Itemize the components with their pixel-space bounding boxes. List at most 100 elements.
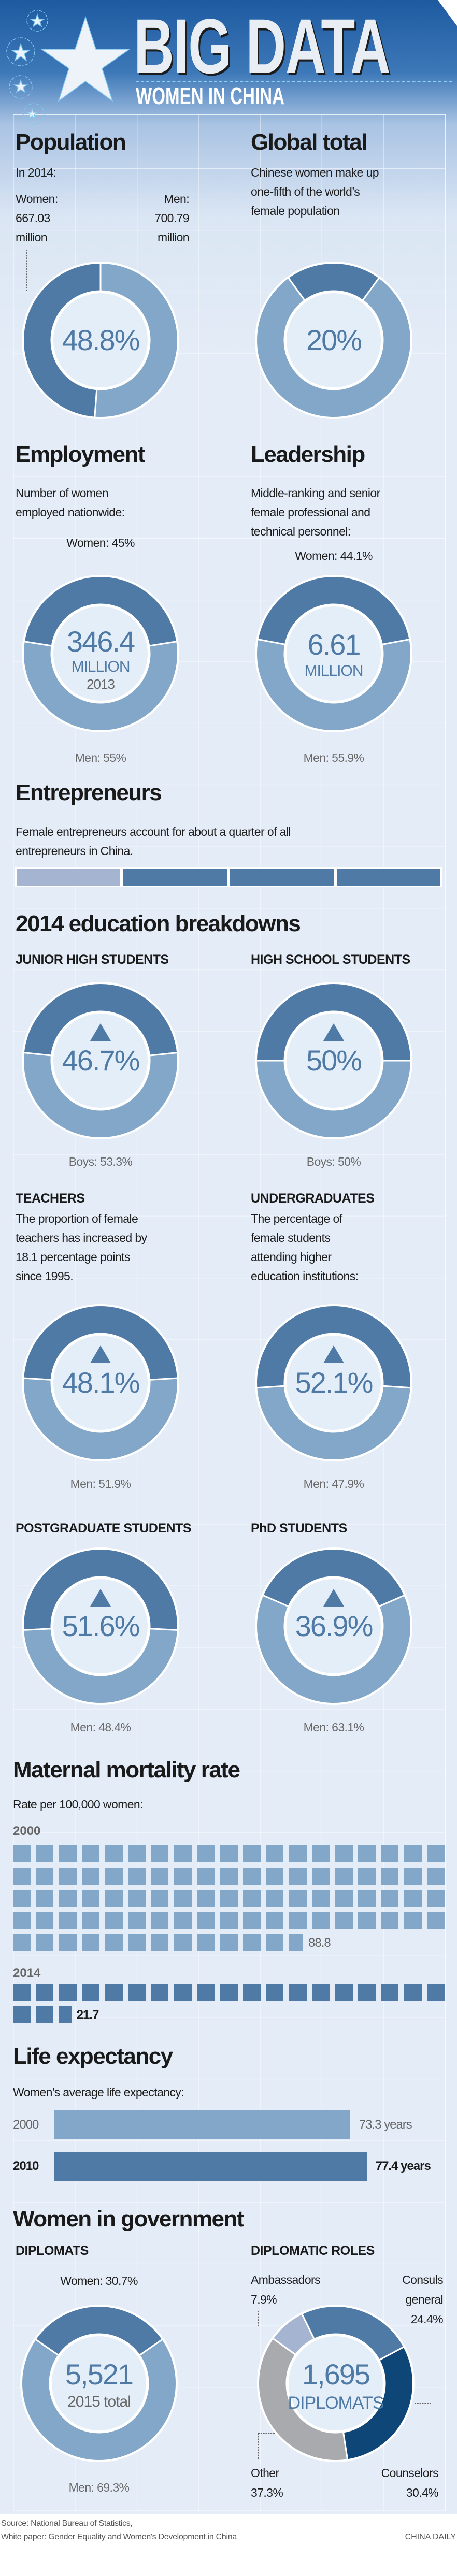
connector <box>415 2403 431 2457</box>
global-description: Chinese women make up one-fifth of the w… <box>251 163 379 221</box>
legend-name: Consuls <box>402 2273 444 2286</box>
unit-square <box>59 1984 77 2001</box>
life-value: 77.4 years <box>375 2159 431 2173</box>
education-other-share: Men: 48.4% <box>70 1720 131 1734</box>
unit-square <box>105 1934 123 1951</box>
legend-value: 30.4% <box>406 2486 439 2499</box>
unit-square <box>243 1845 261 1862</box>
unit-square <box>82 1984 100 2001</box>
up-triangle-icon <box>323 1589 344 1607</box>
unit-square <box>404 1845 422 1862</box>
donut-outline <box>255 982 412 1139</box>
education-donut: 46.7% <box>18 978 183 1144</box>
life-subtitle: Women's average life expectancy: <box>13 2086 184 2099</box>
unit-square <box>151 1868 169 1885</box>
unit-square <box>59 1912 77 1929</box>
donut-center <box>284 291 383 389</box>
unit-square <box>151 1912 169 1929</box>
label-ambassadors: Ambassadors 7.9% <box>251 2270 321 2309</box>
desc-line: entrepreneurs in China. <box>16 844 133 858</box>
unit-square <box>266 1868 284 1885</box>
legend-value: 24.4% <box>410 2312 444 2326</box>
unit-square <box>427 1912 445 1929</box>
unit-square <box>197 1845 215 1862</box>
education-desc-line: attending higher <box>251 1250 332 1264</box>
education-desc-line: The proportion of female <box>16 1212 138 1225</box>
global-heading: Global total <box>251 129 368 155</box>
donut-outline <box>255 1304 412 1461</box>
unit-square <box>128 1890 146 1907</box>
donut-outline <box>255 262 412 419</box>
education-desc-line: The percentage of <box>251 1212 342 1225</box>
desc-line: Number of women <box>16 486 109 500</box>
diplomats-women: Women: 30.7% <box>60 2274 138 2288</box>
unit-square <box>151 1984 169 2001</box>
donut-center <box>50 2334 148 2433</box>
donut-center <box>284 1011 383 1110</box>
up-triangle-icon <box>323 1023 344 1041</box>
star-logo-icon <box>6 10 131 125</box>
unit-square <box>174 1890 192 1907</box>
diplomats-donut: 5,521 2015 total <box>16 2300 182 2466</box>
education-desc-line: education institutions: <box>251 1269 359 1283</box>
male-segment <box>122 867 228 887</box>
donut-center <box>51 291 150 389</box>
unit-square <box>335 1868 353 1885</box>
unit-square <box>105 1890 123 1907</box>
employment-donut: 346.4 MILLION 2013 <box>18 571 183 736</box>
unit-square <box>381 1890 399 1907</box>
unit-square <box>243 1934 261 1951</box>
unit-square <box>174 1984 192 2001</box>
life-value: 73.3 years <box>359 2118 412 2132</box>
roles-title: DIPLOMATIC ROLES <box>251 2244 375 2258</box>
unit-square <box>36 2006 54 2023</box>
series-label-2000: 2000 <box>13 1824 41 1838</box>
unit-square <box>13 1845 31 1862</box>
unit-square <box>36 1912 54 1929</box>
unit-square <box>105 1868 123 1885</box>
value-label: 88.8 <box>308 1936 331 1950</box>
source-line: Source: National Bureau of Statistics, <box>1 2519 133 2528</box>
donut-outline <box>257 2305 415 2462</box>
unit-square <box>312 1845 330 1862</box>
title: BIG DATA <box>134 3 391 90</box>
employment-women: Women: 45% <box>66 536 135 549</box>
global-donut: 20% <box>251 257 417 423</box>
donut-center <box>51 1577 150 1675</box>
unit-square <box>381 1984 399 2001</box>
population-heading: Population <box>16 129 126 155</box>
male-segment <box>228 867 335 887</box>
unit-square <box>312 1890 330 1907</box>
education-center-value: 51.6% <box>62 1610 140 1642</box>
up-triangle-icon <box>90 1589 111 1607</box>
unit-square <box>174 1845 192 1862</box>
unit-square <box>197 1912 215 1929</box>
education-desc-line: female students <box>251 1231 331 1244</box>
legend-value: 7.9% <box>251 2293 277 2306</box>
unit-square <box>312 1868 330 1885</box>
unit-square <box>174 1934 192 1951</box>
diplomats-men: Men: 69.3% <box>68 2481 130 2494</box>
unit-square <box>13 1984 31 2001</box>
donut-center <box>51 1334 150 1432</box>
unit-square <box>82 1868 100 1885</box>
value-label: 21.7 <box>76 2008 99 2022</box>
unit-square <box>82 1934 100 1951</box>
desc-line: Middle-ranking and senior <box>251 486 380 500</box>
subtitle: WOMEN IN CHINA <box>136 82 285 109</box>
unit-square <box>243 1890 261 1907</box>
unit-square <box>381 1868 399 1885</box>
unit-square <box>13 1912 31 1929</box>
education-other-share: Men: 51.9% <box>70 1477 131 1490</box>
chart-subtitle: Rate per 100,000 women: <box>13 1798 143 1811</box>
education-desc-line: 18.1 percentage points <box>16 1250 130 1264</box>
unit-square <box>151 1845 169 1862</box>
women-label: Women: <box>16 192 58 206</box>
unit-square <box>427 1868 445 1885</box>
donut-center <box>284 1334 383 1432</box>
unit-square <box>82 1890 100 1907</box>
unit-square <box>128 1845 146 1862</box>
education-desc-line: teachers has increased by <box>16 1231 147 1244</box>
unit-square <box>82 1845 100 1862</box>
employment-value: 346.4 <box>66 625 135 658</box>
